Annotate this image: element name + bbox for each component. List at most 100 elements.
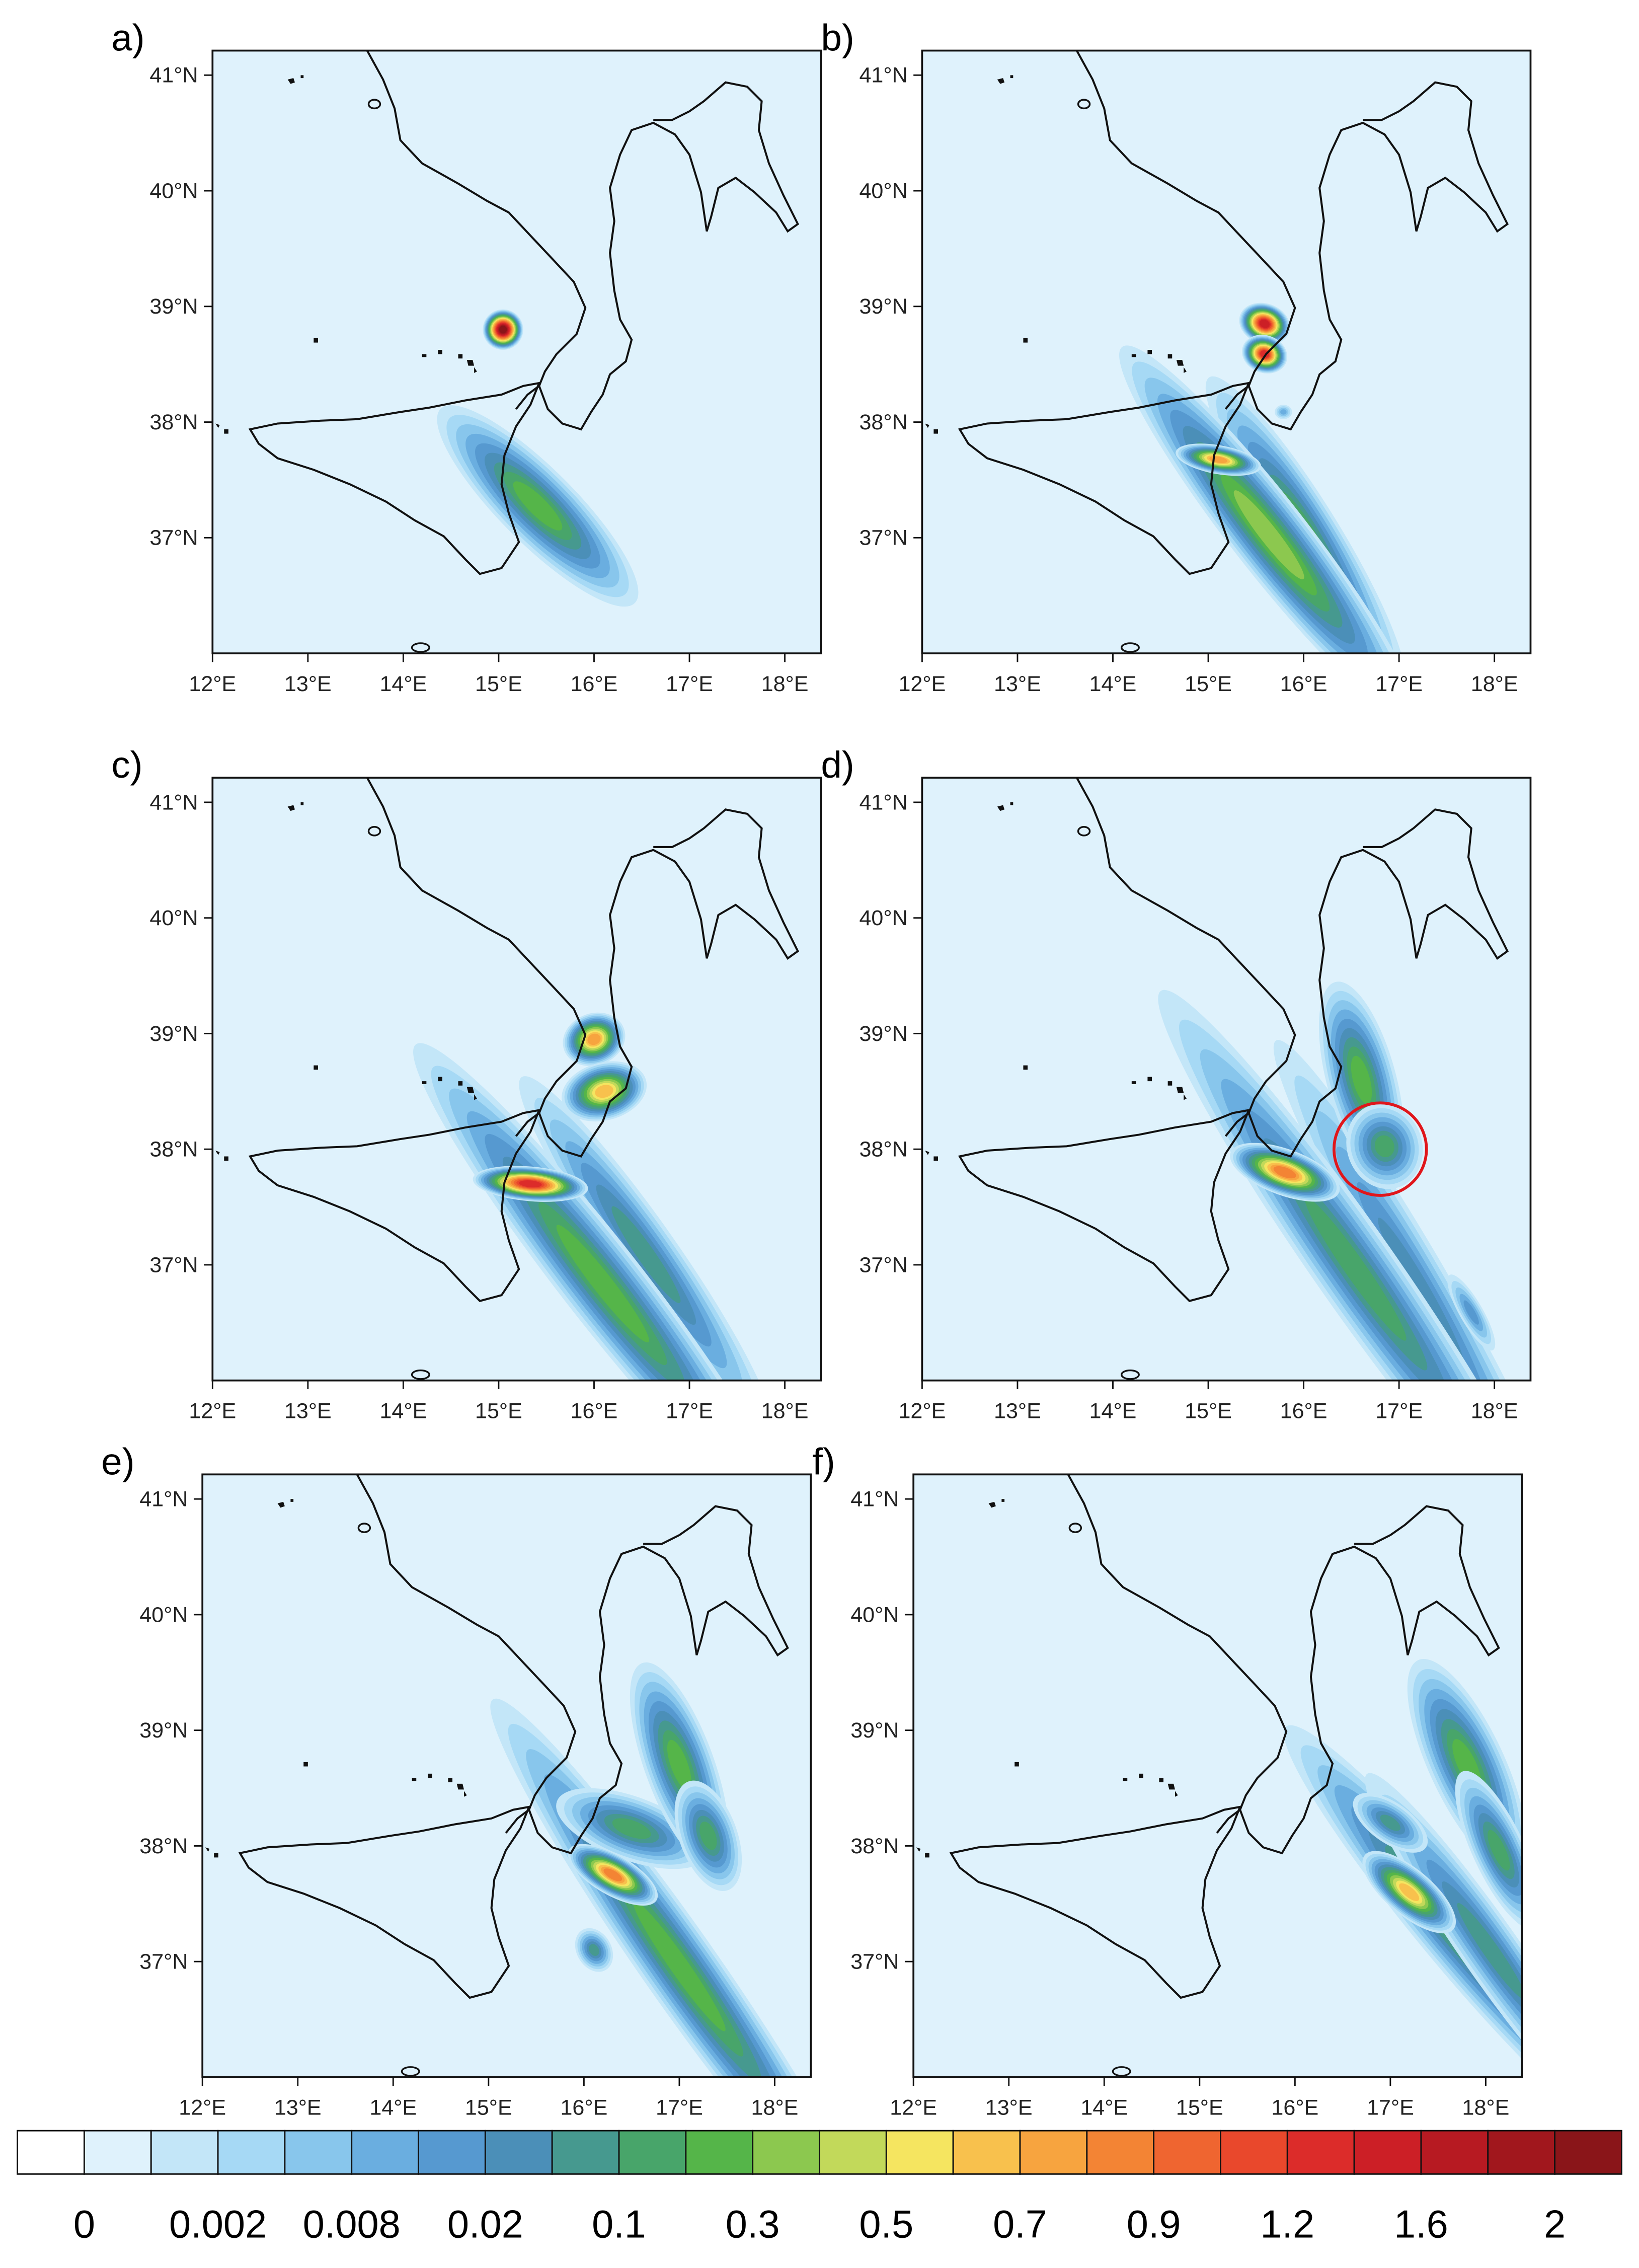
colorbar-label: 1.6 [1394,2203,1448,2246]
plume-contour [633,1900,726,2031]
plume-contour [499,326,507,334]
sea-background [922,50,1531,654]
colorbar-box [1153,2130,1221,2175]
lon-tick-label: 12°E [179,2096,226,2120]
lon-tick-label: 18°E [761,1399,809,1423]
colorbar-box [1353,2130,1422,2175]
map-frame [921,777,1532,1382]
colorbar-box [1420,2130,1489,2175]
lon-tick-label: 16°E [571,672,618,696]
lat-tick-label: 37°N [859,1253,907,1277]
lat-tick-label: 38°N [850,1834,899,1858]
panel-label: c) [111,743,142,786]
lat-tick-label: 37°N [149,526,198,550]
lat-tick-label: 39°N [850,1718,899,1743]
colorbar-box [685,2130,754,2175]
colorbar-label: 0.9 [1127,2203,1181,2246]
colorbar-label: 0.3 [726,2203,780,2246]
lat-tick-label: 38°N [859,410,907,434]
lon-tick-label: 15°E [475,1399,522,1423]
lat-tick-label: 40°N [859,179,907,203]
plume-contour [1457,1903,1522,2000]
map-panel: 41°N 40°N 39°N 38°N 37°N 12°E 13°E 14°E 15°E 16°E… [812,1440,1523,2120]
colorbar-label: 0.02 [447,2203,523,2246]
lat-tick-label: 41°N [850,1487,899,1511]
lat-tick-label: 41°N [149,790,198,814]
colorbar-label: 0.008 [303,2203,401,2246]
lon-tick-label: 18°E [1462,2096,1510,2120]
map-content [215,51,798,652]
lon-tick-label: 12°E [898,1399,946,1423]
colorbar-box [1220,2130,1288,2175]
plume-contour [556,1225,649,1343]
lon-tick-label: 16°E [1280,1399,1328,1423]
lon-tick-label: 15°E [1176,2096,1223,2120]
highlight-circle [1333,1101,1428,1197]
lat-tick-label: 37°N [139,1950,188,1974]
lat-tick-label: 41°N [149,63,198,88]
plume-contour [519,1180,542,1188]
colorbar-box [752,2130,820,2175]
lat-tick-label: 38°N [859,1138,907,1162]
lon-tick-label: 14°E [379,672,427,696]
map-content [925,51,1507,654]
lat-tick-label: 41°N [859,63,907,88]
plume-contour [1488,1830,1510,1871]
lat-tick-label: 41°N [859,790,907,814]
plume-contour [1305,1197,1407,1341]
map-panel: 41°N 40°N 39°N 38°N 37°N 12°E 13°E 14°E 15°E 16°E… [111,743,822,1423]
lat-tick-label: 41°N [139,1487,188,1511]
map-frame [211,49,822,654]
colorbar-box [551,2130,620,2175]
map-content [916,1474,1522,2077]
panel-label: e) [101,1440,134,1482]
colorbar-label: 1.2 [1260,2203,1314,2246]
map-panel: 41°N 40°N 39°N 38°N 37°N 12°E 13°E 14°E 15°E 16°E… [821,17,1532,696]
lat-tick-label: 37°N [149,1253,198,1277]
colorbar-label: 2 [1544,2203,1566,2246]
lon-tick-label: 16°E [1271,2096,1318,2120]
lon-tick-label: 13°E [994,1399,1041,1423]
map-frame [211,777,822,1382]
colorbar-box [484,2130,553,2175]
plume-contour [1233,490,1304,580]
lon-tick-label: 18°E [751,2096,799,2120]
colorbar-label: 0.002 [169,2203,267,2246]
lon-tick-label: 15°E [465,2096,512,2120]
lat-tick-label: 37°N [859,526,907,550]
sea-background [212,50,821,654]
map-panel: 41°N 40°N 39°N 38°N 37°N 12°E 13°E 14°E 15°E 16°E… [111,17,822,696]
colorbar-box [1086,2130,1155,2175]
lon-tick-label: 13°E [274,2096,322,2120]
plume-contour [611,1206,681,1304]
lon-tick-label: 18°E [1471,1399,1518,1423]
colorbar-label: 0.1 [592,2203,646,2246]
map-frame [921,49,1532,654]
colorbar-label: 0.5 [859,2203,913,2246]
panel-label: b) [821,17,854,59]
sea-background [913,1474,1522,2077]
lat-tick-label: 38°N [139,1834,188,1858]
panel-label: f) [812,1440,835,1482]
lon-tick-label: 17°E [1367,2096,1414,2120]
colorbar-box [1019,2130,1088,2175]
lon-tick-label: 16°E [560,2096,607,2120]
lon-tick-label: 15°E [1185,1399,1232,1423]
colorbar-label: 0 [73,2203,95,2246]
lon-tick-label: 16°E [1280,672,1328,696]
lon-tick-label: 15°E [475,672,522,696]
lon-tick-label: 17°E [1375,672,1423,696]
lon-tick-label: 16°E [571,1399,618,1423]
lat-tick-label: 40°N [149,179,198,203]
colorbar-box [351,2130,419,2175]
plume-contour [1273,1166,1296,1179]
colorbar: 0 0.002 0.008 0.02 0.1 0.3 0.5 0.7 0.9 1.2 1.6 2 [17,2130,1622,2246]
colorbar-box [819,2130,887,2175]
plume-contour [612,1818,651,1839]
lon-tick-label: 12°E [189,1399,236,1423]
colorbar-box [1554,2130,1622,2175]
lon-tick-label: 14°E [379,1399,427,1423]
lon-tick-label: 14°E [369,2096,417,2120]
colorbar-label: 0.7 [993,2203,1047,2246]
lon-tick-label: 14°E [1089,672,1137,696]
